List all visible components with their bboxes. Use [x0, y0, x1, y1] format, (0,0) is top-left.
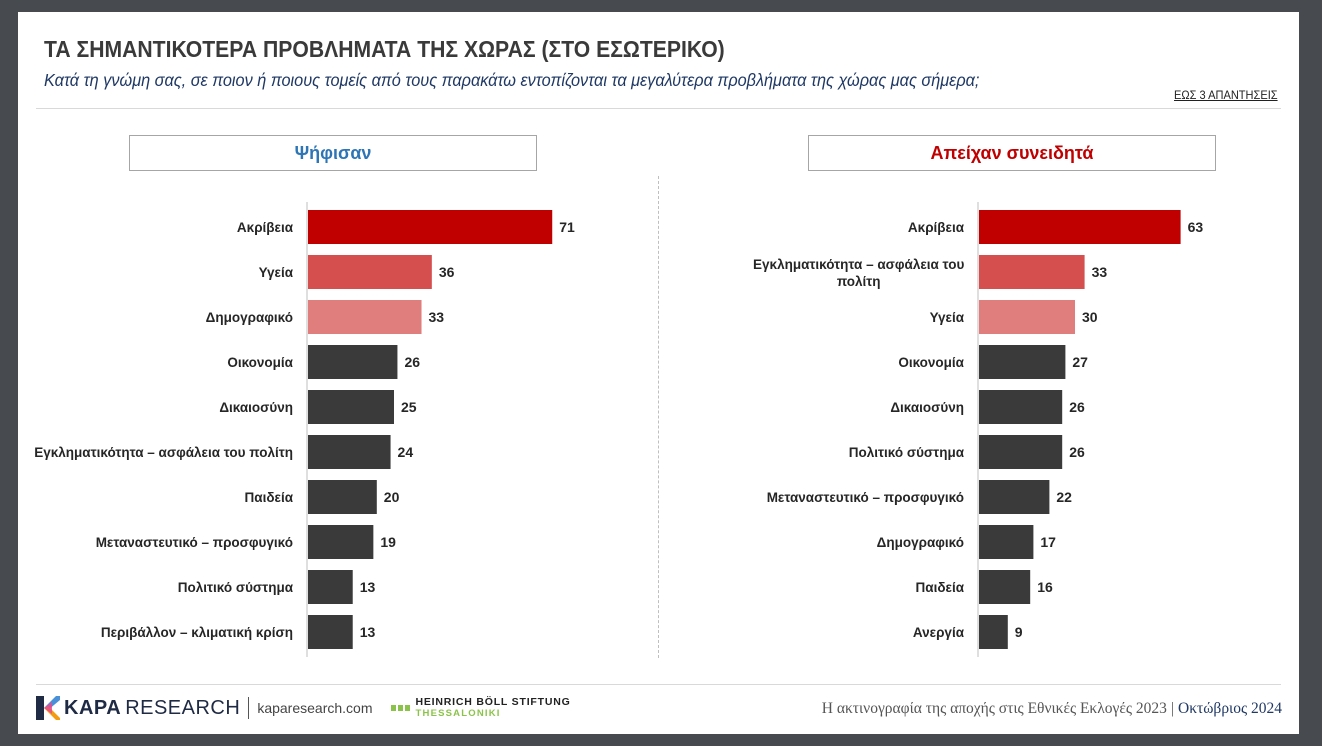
- bar-value-label: 20: [384, 489, 400, 505]
- report-title: Η ακτινογραφία της αποχής στις Εθνικές Ε…: [821, 700, 1167, 717]
- bar-value-label: 24: [398, 444, 414, 460]
- page-title: ΤΑ ΣΗΜΑΝΤΙΚΟΤΕΡΑ ΠΡΟΒΛΗΜΑΤΑ ΤΗΣ ΧΩΡΑΣ (Σ…: [44, 36, 725, 62]
- bar: [979, 615, 1008, 649]
- report-separator: |: [1170, 700, 1174, 717]
- page-subtitle: Κατά τη γνώμη σας, σε ποιον ή ποιους τομ…: [44, 70, 980, 90]
- bar-value-label: 17: [1040, 534, 1056, 550]
- bar: [979, 570, 1031, 604]
- bar-value-label: 26: [1069, 444, 1085, 460]
- category-label: Ακρίβεια: [237, 220, 294, 235]
- bar: [308, 525, 374, 559]
- bar-value-label: 33: [429, 309, 445, 325]
- hbs-mark-icon: [390, 705, 410, 711]
- partner-logo: HEINRICH BÖLL STIFTUNG THESSALONIKI: [390, 696, 571, 719]
- category-label: Ακρίβεια: [908, 220, 965, 235]
- bar-value-label: 25: [401, 399, 417, 415]
- bar-value-label: 27: [1072, 354, 1088, 370]
- bar: [308, 210, 553, 244]
- category-label: Δικαιοσύνη: [219, 400, 293, 415]
- brand-separator: [248, 697, 250, 719]
- footer-brand: KAPA RESEARCH kaparesearch.com HEINRICH …: [36, 694, 571, 722]
- bar: [979, 390, 1063, 424]
- bar: [308, 435, 391, 469]
- bar-value-label: 26: [1069, 399, 1085, 415]
- bar-value-label: 71: [559, 219, 575, 235]
- bar: [979, 435, 1063, 469]
- category-label: Πολιτικό σύστημα: [178, 580, 294, 595]
- footer-divider: [36, 684, 1281, 685]
- category-label: Οικονομία: [898, 355, 964, 370]
- bar: [308, 255, 432, 289]
- kapa-logo-icon: [36, 696, 60, 720]
- left-chart-title: Ψήφισαν: [129, 135, 537, 171]
- panel-divider: [658, 176, 659, 658]
- bar-value-label: 33: [1092, 264, 1108, 280]
- category-label: Υγεία: [259, 265, 294, 280]
- bar: [308, 570, 353, 604]
- bar: [308, 300, 422, 334]
- category-label: Παιδεία: [916, 580, 965, 595]
- bar: [979, 480, 1050, 514]
- bar: [979, 345, 1066, 379]
- category-label: Μεταναστευτικό – προσφυγικό: [767, 490, 964, 505]
- chart-voted: 71 Ακρίβεια 36 Υγεία 33 Δημογραφικό 26 Οικονομί…: [34, 202, 575, 657]
- header-divider: [36, 108, 1281, 109]
- answers-note: ΕΩΣ 3 ΑΠΑΝΤΗΣΕΙΣ: [1174, 88, 1278, 102]
- bar-value-label: 22: [1056, 489, 1072, 505]
- bar-value-label: 16: [1037, 579, 1053, 595]
- category-label: Παιδεία: [245, 490, 294, 505]
- brand-name-bold: KAPA: [64, 696, 122, 719]
- category-label: Ανεργία: [913, 625, 965, 640]
- slide: ΤΑ ΣΗΜΑΝΤΙΚΟΤΕΡΑ ΠΡΟΒΛΗΜΑΤΑ ΤΗΣ ΧΩΡΑΣ (Σ…: [18, 12, 1299, 734]
- bar-value-label: 9: [1015, 624, 1023, 640]
- bar: [979, 255, 1085, 289]
- bar: [308, 615, 353, 649]
- bar: [308, 390, 394, 424]
- report-date: Οκτώβριος 2024: [1178, 700, 1282, 717]
- bar-value-label: 63: [1188, 219, 1204, 235]
- bar-value-label: 13: [360, 579, 376, 595]
- bar: [979, 300, 1075, 334]
- category-label: Μεταναστευτικό – προσφυγικό: [96, 535, 293, 550]
- bar: [979, 525, 1034, 559]
- partner-city: THESSALONIKI: [415, 708, 501, 719]
- category-label: Υγεία: [930, 310, 965, 325]
- category-label: Δημογραφικό: [206, 310, 293, 325]
- brand-name-light: RESEARCH: [125, 696, 241, 719]
- category-label: Οικονομία: [227, 355, 293, 370]
- footer-report: Η ακτινογραφία της αποχής στις Εθνικές Ε…: [822, 700, 1282, 718]
- bar-charts: 71 Ακρίβεια 36 Υγεία 33 Δημογραφικό 26 Οικονομί…: [34, 202, 1203, 657]
- brand-url: kaparesearch.com: [257, 700, 373, 716]
- category-label: Περιβάλλον – κλιματική κρίση: [101, 625, 293, 640]
- bar-value-label: 36: [439, 264, 455, 280]
- category-label: Δικαιοσύνη: [890, 400, 964, 415]
- category-label: Δημογραφικό: [877, 535, 964, 550]
- bar-value-label: 26: [404, 354, 420, 370]
- partner-name: HEINRICH BÖLL STIFTUNG: [415, 696, 571, 708]
- category-label: Πολιτικό σύστημα: [849, 445, 965, 460]
- right-chart-title: Απείχαν συνειδητά: [808, 135, 1216, 171]
- category-label: Εγκληματικότητα – ασφάλεια του πολίτη: [34, 445, 293, 460]
- bar-value-label: 30: [1082, 309, 1098, 325]
- bar: [308, 480, 377, 514]
- chart-abstained: 63 Ακρίβεια 33 Εγκληματικότητα – ασφάλεια τ…: [753, 202, 1203, 657]
- bar-value-label: 19: [380, 534, 396, 550]
- bar: [979, 210, 1181, 244]
- category-label: Εγκληματικότητα – ασφάλεια του πολίτη: [753, 257, 964, 289]
- bar-value-label: 13: [360, 624, 376, 640]
- bar: [308, 345, 398, 379]
